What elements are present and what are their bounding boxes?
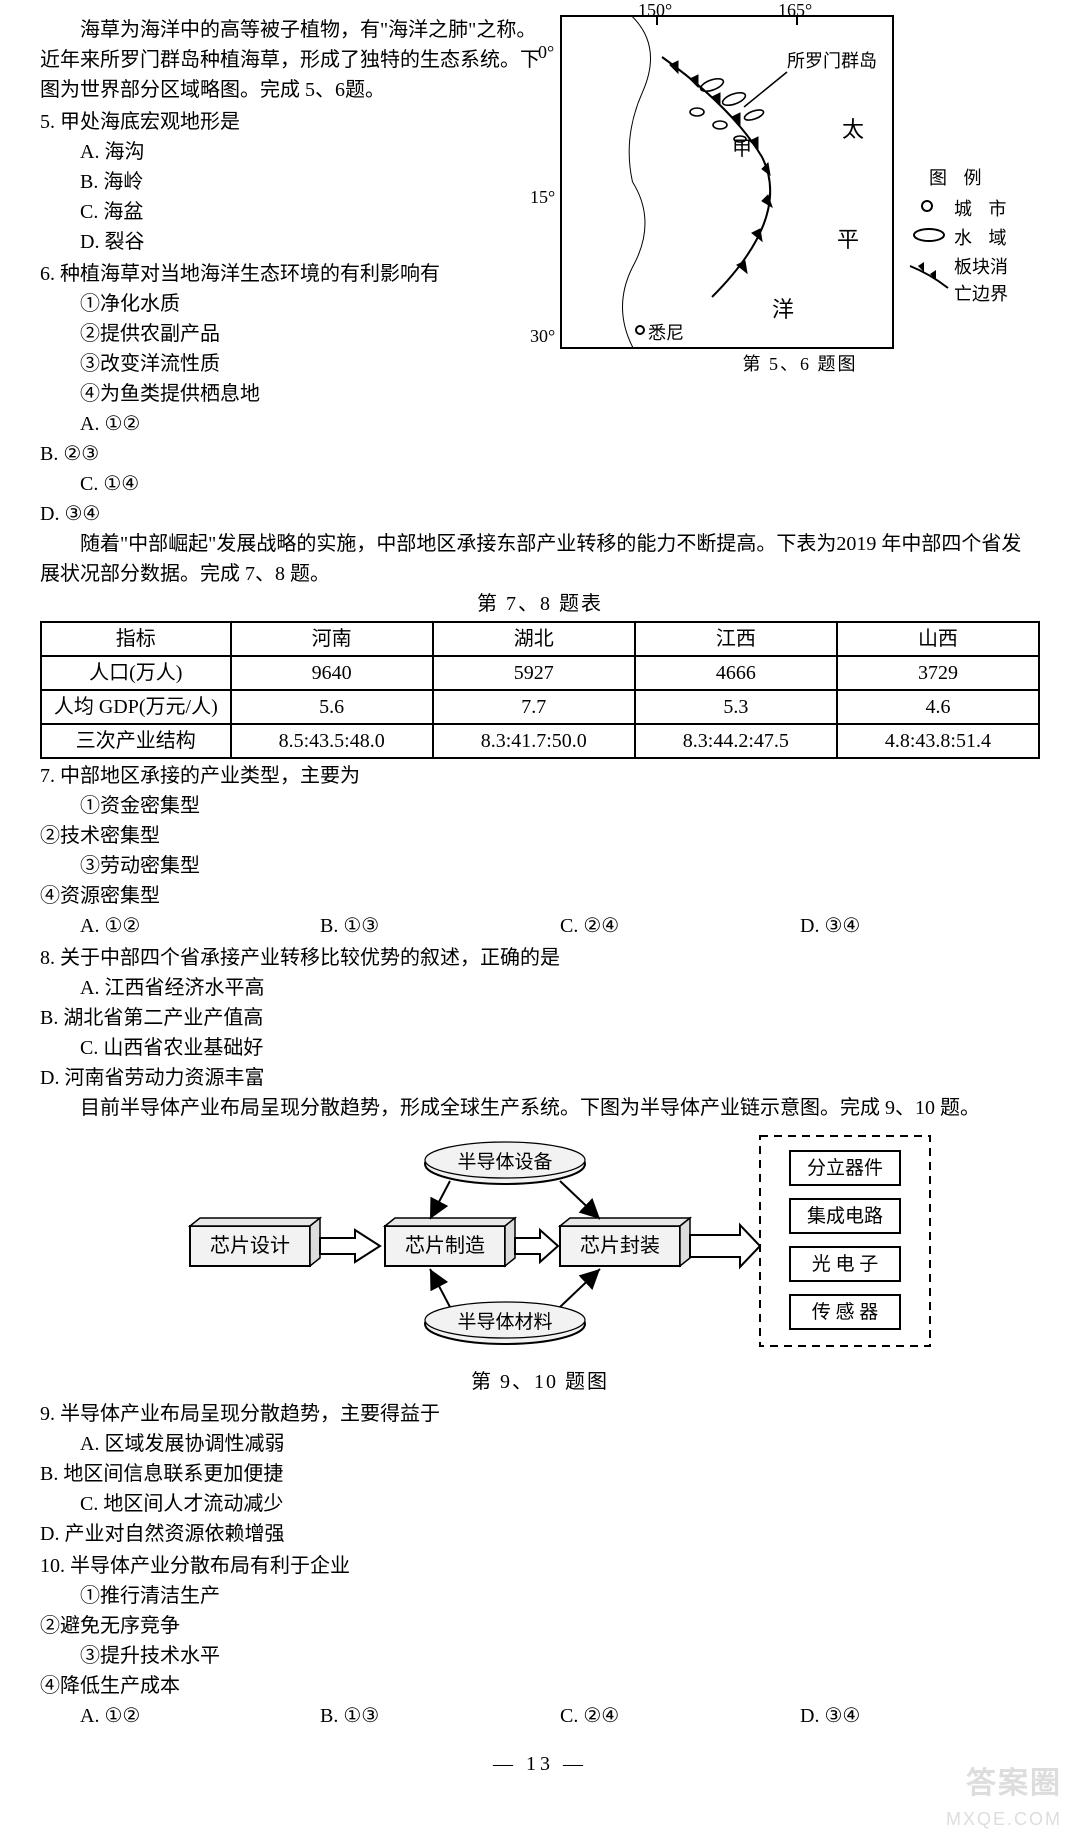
- q7-i2: ②技术密集型: [40, 821, 540, 851]
- q9-C: C. 地区间人才流动减少: [40, 1489, 580, 1519]
- map-legend: 图 例 城 市 水 域: [904, 165, 1013, 310]
- q7-C: C. ②④: [560, 911, 800, 941]
- q7-i1: ①资金密集型: [40, 791, 580, 821]
- map-label-tai: 太: [842, 117, 864, 142]
- q9-B: B. 地区间信息联系更加便捷: [40, 1459, 540, 1489]
- data-table: 指标 河南 湖北 江西 山西 人口(万人) 9640 5927 4666 372…: [40, 621, 1040, 759]
- legend-city-icon: [904, 196, 954, 223]
- th: 江西: [635, 622, 837, 656]
- q6-A: A. ①②: [40, 409, 580, 439]
- intro-78: 随着"中部崛起"发展战略的实施，中部地区承接东部产业转移的能力不断提高。下表为2…: [40, 529, 1040, 589]
- map-svg: 所罗门群岛 甲 太 平 洋 悉尼: [560, 15, 894, 349]
- map-figure: 所罗门群岛 甲 太 平 洋 悉尼 图 例 城 市 水 域: [560, 15, 1040, 378]
- lon-165: 165°: [778, 0, 812, 24]
- svg-text:半导体设备: 半导体设备: [457, 1151, 552, 1173]
- q7-A: A. ①②: [40, 911, 320, 941]
- svg-text:集成电路: 集成电路: [807, 1205, 883, 1227]
- svg-text:芯片制造: 芯片制造: [405, 1234, 485, 1257]
- lat-0: 0°: [538, 39, 554, 66]
- svg-text:传 感 器: 传 感 器: [812, 1301, 879, 1323]
- table-row: 三次产业结构 8.5:43.5:48.0 8.3:41.7:50.0 8.3:4…: [41, 724, 1039, 758]
- diagram-figure: 芯片设计 芯片制造 芯片封装 半导体设备 半导体材料 分立器件 集成电路 光 电…: [40, 1131, 1040, 1365]
- watermark-line1: 答案圈: [946, 1761, 1062, 1806]
- q7-B: B. ①③: [320, 911, 560, 941]
- lat-30: 30°: [530, 323, 555, 350]
- q9-A: A. 区域发展协调性减弱: [40, 1429, 580, 1459]
- q6-D: D. ③④: [40, 499, 540, 529]
- page-number: — 13 —: [40, 1749, 1040, 1779]
- q6-C: C. ①④: [40, 469, 580, 499]
- q9-D: D. 产业对自然资源依赖增强: [40, 1519, 540, 1549]
- legend-water-icon: [904, 225, 954, 252]
- q10-i2: ②避免无序竞争: [40, 1611, 540, 1641]
- q9-stem: 9. 半导体产业布局呈现分散趋势，主要得益于: [40, 1399, 1040, 1429]
- q10-B: B. ①③: [320, 1701, 560, 1731]
- q10-i3: ③提升技术水平: [40, 1641, 580, 1671]
- svg-text:芯片设计: 芯片设计: [210, 1234, 290, 1257]
- map-label-yang: 洋: [772, 297, 794, 322]
- q8-D: D. 河南省劳动力资源丰富: [40, 1063, 540, 1093]
- q6-i4: ④为鱼类提供栖息地: [40, 379, 1040, 409]
- legend-title: 图 例: [904, 165, 1013, 192]
- th: 河南: [231, 622, 433, 656]
- q7-i3: ③劳动密集型: [40, 851, 580, 881]
- diagram-svg: 芯片设计 芯片制造 芯片封装 半导体设备 半导体材料 分立器件 集成电路 光 电…: [130, 1131, 950, 1356]
- q8-A: A. 江西省经济水平高: [40, 973, 580, 1003]
- svg-text:芯片封装: 芯片封装: [580, 1234, 660, 1257]
- legend-city-label: 城 市: [954, 196, 1013, 223]
- intro-910: 目前半导体产业布局呈现分散趋势，形成全球生产系统。下图为半导体产业链示意图。完成…: [40, 1093, 1040, 1123]
- q10-C: C. ②④: [560, 1701, 800, 1731]
- lon-150: 150°: [638, 0, 672, 24]
- q10-D: D. ③④: [800, 1701, 1040, 1731]
- q8-stem: 8. 关于中部四个省承接产业转移比较优势的叙述，正确的是: [40, 943, 1040, 973]
- legend-plate-icon: [904, 260, 954, 302]
- table-row: 指标 河南 湖北 江西 山西: [41, 622, 1039, 656]
- table-row: 人均 GDP(万元/人) 5.6 7.7 5.3 4.6: [41, 690, 1039, 724]
- map-label-islands: 所罗门群岛: [787, 51, 877, 71]
- map-label-ping: 平: [837, 227, 859, 252]
- th: 山西: [837, 622, 1039, 656]
- map-label-xini: 悉尼: [648, 323, 684, 343]
- legend-water-label: 水 域: [954, 225, 1013, 252]
- watermark-line2: MXQE.COM: [946, 1806, 1062, 1833]
- q6-B: B. ②③: [40, 439, 540, 469]
- q10-stem: 10. 半导体产业分散布局有利于企业: [40, 1551, 1040, 1581]
- q8-C: C. 山西省农业基础好: [40, 1033, 580, 1063]
- q8-B: B. 湖北省第二产业产值高: [40, 1003, 540, 1033]
- legend-plate-label2: 亡边界: [954, 281, 1008, 308]
- legend-plate-label1: 板块消: [954, 254, 1008, 281]
- lat-15: 15°: [530, 184, 555, 211]
- table-caption: 第 7、8 题表: [40, 589, 1040, 619]
- diagram-caption: 第 9、10 题图: [40, 1367, 1040, 1397]
- svg-text:分立器件: 分立器件: [807, 1157, 883, 1179]
- svg-text:光 电 子: 光 电 子: [812, 1253, 879, 1275]
- map-caption: 第 5、6 题图: [560, 351, 1040, 378]
- q7-i4: ④资源密集型: [40, 881, 540, 911]
- q10-i1: ①推行清洁生产: [40, 1581, 580, 1611]
- svg-text:半导体材料: 半导体材料: [457, 1311, 552, 1333]
- q10-A: A. ①②: [40, 1701, 320, 1731]
- map-label-jia: 甲: [732, 138, 752, 160]
- q10-i4: ④降低生产成本: [40, 1671, 540, 1701]
- watermark: 答案圈 MXQE.COM: [946, 1761, 1062, 1833]
- q7-stem: 7. 中部地区承接的产业类型，主要为: [40, 761, 1040, 791]
- th: 指标: [41, 622, 231, 656]
- th: 湖北: [433, 622, 635, 656]
- table-row: 人口(万人) 9640 5927 4666 3729: [41, 656, 1039, 690]
- q7-D: D. ③④: [800, 911, 1040, 941]
